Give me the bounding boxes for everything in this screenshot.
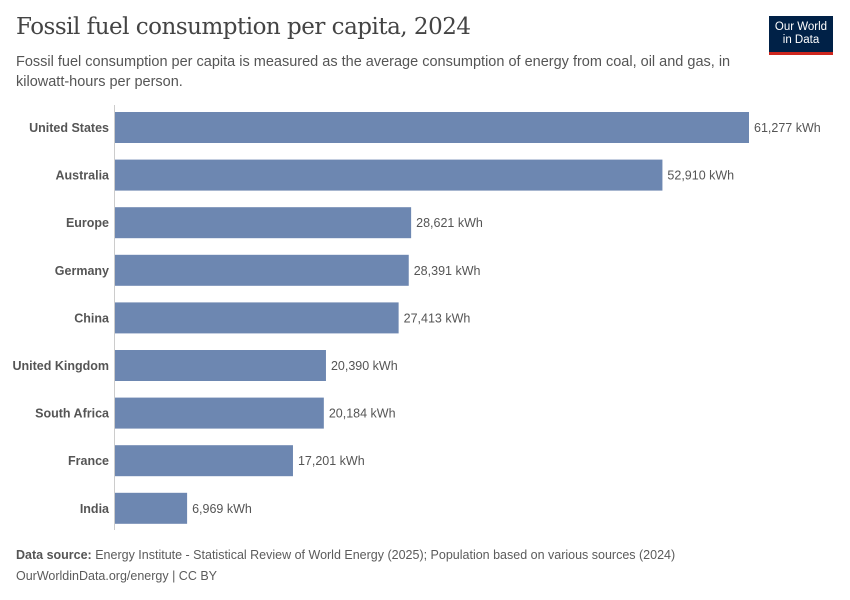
bar[interactable] bbox=[115, 302, 399, 334]
bar[interactable] bbox=[115, 445, 293, 477]
value-label: 28,621 kWh bbox=[416, 216, 483, 230]
category-label: United States bbox=[29, 121, 109, 135]
source-label: Data source: bbox=[16, 548, 92, 562]
value-label: 20,184 kWh bbox=[329, 407, 396, 421]
footer-link[interactable]: OurWorldinData.org/energy | CC BY bbox=[16, 569, 218, 583]
chart-subtitle: Fossil fuel consumption per capita is me… bbox=[16, 54, 731, 90]
category-label: France bbox=[68, 454, 109, 468]
data-source: Data source: Energy Institute - Statisti… bbox=[16, 548, 675, 562]
bar[interactable] bbox=[115, 254, 409, 286]
logo-line1: Our World bbox=[774, 21, 828, 33]
source-text: Energy Institute - Statistical Review of… bbox=[95, 548, 676, 562]
owid-logo[interactable]: Our World in Data bbox=[769, 16, 833, 55]
bar[interactable] bbox=[115, 492, 188, 524]
category-label: Germany bbox=[55, 264, 109, 278]
value-label: 61,277 kWh bbox=[754, 121, 821, 135]
bar[interactable] bbox=[115, 112, 749, 143]
value-label: 52,910 kWh bbox=[667, 169, 734, 183]
category-label: Europe bbox=[66, 216, 109, 230]
bar[interactable] bbox=[115, 350, 326, 381]
bar[interactable] bbox=[115, 159, 663, 191]
value-label: 27,413 kWh bbox=[404, 311, 471, 325]
category-label: China bbox=[74, 311, 110, 325]
category-label: India bbox=[80, 502, 110, 516]
bar[interactable] bbox=[115, 397, 324, 429]
value-label: 28,391 kWh bbox=[414, 264, 481, 278]
category-label: South Africa bbox=[35, 407, 110, 421]
value-label: 20,390 kWh bbox=[331, 359, 398, 373]
category-label: Australia bbox=[56, 169, 111, 183]
chart-title: Fossil fuel consumption per capita, 2024 bbox=[16, 14, 471, 40]
bar[interactable] bbox=[115, 207, 412, 239]
category-label: United Kingdom bbox=[12, 359, 109, 373]
logo-line2: in Data bbox=[782, 34, 820, 46]
value-label: 17,201 kWh bbox=[298, 454, 365, 468]
value-label: 6,969 kWh bbox=[192, 502, 252, 516]
